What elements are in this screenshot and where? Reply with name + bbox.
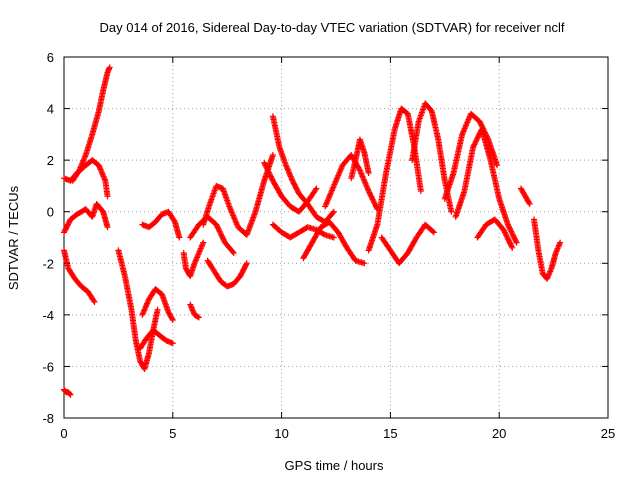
series-trace xyxy=(61,202,111,235)
chart-title: Day 014 of 2016, Sidereal Day-to-day VTE… xyxy=(99,20,564,35)
series-trace xyxy=(137,328,175,351)
series-arc-17 xyxy=(261,159,320,215)
series-arc-20 xyxy=(348,136,372,182)
series-trace xyxy=(187,303,201,320)
data-point xyxy=(513,239,520,246)
series-trace xyxy=(139,286,176,322)
series-trace xyxy=(115,248,161,371)
y-axis-label: SDTVAR / TECUs xyxy=(6,185,21,290)
data-series xyxy=(61,64,564,398)
y-tick-label: -4 xyxy=(42,308,54,323)
series-arc-28 xyxy=(531,216,564,282)
series-arc-6 xyxy=(115,247,161,373)
x-tick-label: 5 xyxy=(169,426,176,441)
series-trace xyxy=(140,209,182,240)
y-tick-label: -8 xyxy=(42,411,54,426)
axis-ticks: 0 5 10 15 20 25 -8 -6 -4 -2 0 2 4 6 xyxy=(42,50,615,441)
series-arc-8 xyxy=(137,327,176,352)
series-trace xyxy=(301,219,366,266)
series-trace xyxy=(270,114,336,225)
series-arc-22 xyxy=(409,100,455,215)
series-trace xyxy=(261,161,319,214)
series-arc-10 xyxy=(180,239,207,280)
y-tick-label: 4 xyxy=(47,102,54,117)
y-tick-label: 0 xyxy=(47,205,54,220)
y-tick-label: 6 xyxy=(47,50,54,65)
series-arc-3 xyxy=(61,247,98,305)
series-arc-18 xyxy=(300,219,368,267)
x-axis-label: GPS time / hours xyxy=(285,458,384,473)
y-tick-label: -6 xyxy=(42,359,54,374)
data-point xyxy=(261,159,268,166)
series-arc-4 xyxy=(61,200,111,236)
series-arc-5 xyxy=(61,386,74,398)
series-trace xyxy=(61,248,97,304)
series-trace xyxy=(366,106,424,252)
series-trace xyxy=(518,186,532,206)
series-trace xyxy=(475,217,515,250)
series-arc-13 xyxy=(187,213,237,256)
series-arc-25 xyxy=(452,126,520,246)
y-tick-label: -2 xyxy=(42,256,54,271)
series-trace xyxy=(62,158,111,198)
series-trace xyxy=(322,153,380,211)
plot-frame xyxy=(63,56,609,419)
series-arc-26 xyxy=(474,216,516,251)
series-trace xyxy=(348,137,372,180)
series-arc-2 xyxy=(69,64,113,184)
x-tick-label: 25 xyxy=(601,426,615,441)
series-trace xyxy=(188,214,236,255)
series-trace xyxy=(180,241,206,278)
series-trace xyxy=(205,258,250,289)
x-tick-label: 10 xyxy=(274,426,288,441)
data-point xyxy=(509,244,516,251)
series-trace xyxy=(453,127,519,245)
y-tick-label: 2 xyxy=(47,153,54,168)
series-arc-9 xyxy=(139,208,183,241)
x-tick-label: 20 xyxy=(492,426,506,441)
series-arc-27 xyxy=(517,185,533,207)
series-arc-19 xyxy=(322,151,381,213)
series-trace xyxy=(70,65,113,183)
series-arc-7 xyxy=(139,286,176,324)
series-arc-12 xyxy=(204,257,250,290)
series-trace xyxy=(61,387,73,397)
series-trace xyxy=(531,217,563,281)
series-trace xyxy=(379,222,436,266)
x-tick-label: 0 xyxy=(60,426,67,441)
series-arc-1 xyxy=(61,157,111,200)
x-tick-label: 15 xyxy=(383,426,397,441)
series-arc-23 xyxy=(378,221,437,267)
series-arc-14 xyxy=(187,301,202,321)
